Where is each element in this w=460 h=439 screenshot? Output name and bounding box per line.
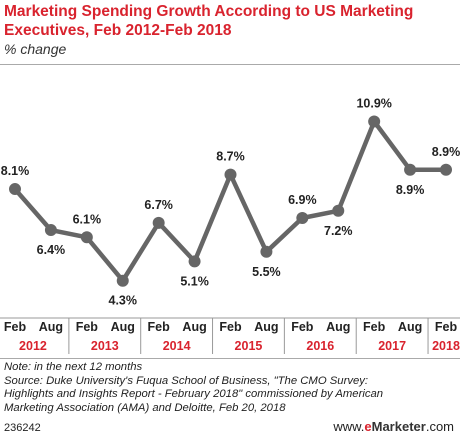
x-tick-label: Aug [326, 320, 350, 334]
source-line-3: Marketing Association (AMA) and Deloitte… [4, 401, 286, 414]
data-label: 5.5% [252, 265, 281, 279]
chart-notes: Note: in the next 12 months Source: Duke… [4, 361, 456, 415]
data-label: 8.9% [396, 183, 425, 197]
emarketer-logo: www.eMarketer.com [333, 419, 454, 434]
year-label: 2017 [378, 339, 406, 353]
year-label: 2018 [432, 339, 460, 353]
data-label: 4.3% [109, 294, 138, 308]
year-label: 2014 [163, 339, 191, 353]
source-line-1: Source: Duke University's Fuqua School o… [4, 374, 369, 387]
line-chart: Feb Aug Feb Aug Feb Aug Feb Aug Feb Aug Feb Aug Feb 2… [0, 97, 460, 354]
data-label: 7.2% [324, 224, 353, 238]
data-label: 10.9% [356, 97, 391, 111]
x-tick-label: Feb [4, 320, 27, 334]
x-tick-label: Feb [435, 320, 458, 334]
data-label: 8.9% [432, 145, 460, 159]
year-label: 2013 [91, 339, 119, 353]
data-point [80, 231, 93, 244]
x-tick-label: Aug [182, 320, 206, 334]
x-tick-label: Aug [111, 320, 135, 334]
data-point [9, 183, 21, 196]
x-tick-label: Aug [398, 320, 422, 334]
data-label: 6.7% [144, 198, 173, 212]
data-label: 8.1% [1, 164, 30, 178]
data-point [260, 245, 273, 258]
year-label: 2016 [306, 339, 334, 353]
data-point [368, 115, 381, 128]
data-label: 8.7% [216, 150, 245, 164]
x-tick-label: Feb [76, 320, 99, 334]
note-text: Note: in the next 12 months [4, 361, 143, 373]
chart-title: Marketing Spending Growth According to U… [4, 3, 414, 39]
x-tick-label: Feb [148, 320, 171, 334]
data-label: 6.4% [37, 243, 66, 257]
data-label: 6.9% [288, 193, 317, 207]
source-line-2: Highlights and Insights Report - Februar… [4, 388, 384, 401]
bottom-divider [0, 358, 460, 359]
x-tick-label: Aug [254, 320, 278, 334]
data-point [404, 163, 417, 176]
x-tick-label: Feb [363, 320, 386, 334]
data-point [224, 168, 237, 181]
series-line [12, 119, 449, 283]
x-tick-label: Feb [219, 320, 242, 334]
top-divider [0, 64, 460, 65]
data-point [440, 163, 452, 176]
x-tick-label: Aug [39, 320, 63, 334]
chart-id: 236242 [4, 422, 41, 434]
x-tick-label: Feb [291, 320, 314, 334]
data-point [332, 204, 345, 217]
data-point [152, 216, 165, 229]
data-point [188, 255, 201, 268]
data-point [116, 274, 129, 287]
data-point [44, 224, 57, 237]
year-label: 2015 [235, 339, 263, 353]
data-point [296, 212, 309, 224]
year-label: 2012 [19, 339, 47, 353]
chart-subtitle: % change [4, 41, 67, 57]
data-label: 6.1% [73, 212, 102, 226]
data-label: 5.1% [180, 274, 209, 288]
